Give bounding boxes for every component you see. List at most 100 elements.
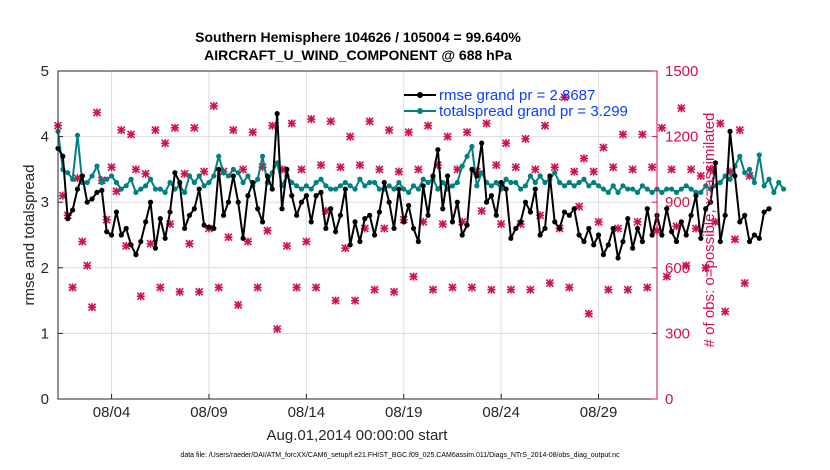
rmse-point bbox=[376, 209, 383, 215]
rmse-point bbox=[454, 199, 460, 205]
rmse-point bbox=[332, 229, 339, 235]
obs-point bbox=[579, 154, 589, 163]
obs-point bbox=[146, 239, 155, 248]
spread-point bbox=[367, 179, 373, 186]
obs-point bbox=[735, 125, 744, 135]
spread-point bbox=[469, 143, 475, 150]
y-right-tick-label: 0 bbox=[665, 391, 673, 408]
obs-point bbox=[623, 285, 632, 294]
x-tick-label: 08/14 bbox=[288, 404, 326, 421]
spread-point bbox=[323, 183, 329, 189]
obs-point bbox=[677, 104, 686, 113]
rmse-point bbox=[367, 212, 373, 218]
spread-point bbox=[94, 163, 100, 169]
rmse-point bbox=[693, 193, 699, 199]
obs-point bbox=[497, 220, 506, 229]
spread-point bbox=[298, 186, 305, 192]
rmse-point bbox=[65, 216, 71, 222]
spread-point bbox=[143, 183, 149, 189]
obs-point bbox=[565, 283, 574, 292]
spread-point bbox=[542, 179, 548, 186]
obs-point bbox=[604, 285, 613, 294]
rmse-point bbox=[235, 199, 241, 205]
spread-point bbox=[138, 186, 144, 192]
plot-area bbox=[53, 70, 787, 400]
obs-point bbox=[424, 121, 433, 130]
rmse-point bbox=[673, 238, 680, 245]
spread-point bbox=[347, 183, 353, 189]
rmse-point bbox=[756, 235, 762, 241]
rmse-point bbox=[483, 199, 490, 205]
spread-point bbox=[415, 186, 421, 192]
rmse-point bbox=[547, 173, 553, 179]
rmse-point bbox=[318, 189, 324, 195]
rmse-point bbox=[147, 199, 154, 205]
spread-point bbox=[410, 183, 417, 189]
obs-point bbox=[273, 324, 282, 334]
spread-point bbox=[595, 183, 602, 189]
rmse-point bbox=[182, 225, 188, 232]
obs-point bbox=[68, 283, 77, 292]
spread-point bbox=[746, 166, 753, 172]
rmse-point bbox=[211, 225, 217, 232]
rmse-point bbox=[493, 212, 499, 218]
spread-point bbox=[552, 170, 558, 176]
rmse-point bbox=[732, 173, 738, 179]
obs-point bbox=[117, 125, 126, 135]
obs-point bbox=[331, 296, 340, 305]
spread-point bbox=[386, 183, 392, 189]
obs-point bbox=[492, 160, 501, 170]
spread-point bbox=[683, 183, 689, 189]
rmse-point bbox=[503, 186, 509, 192]
spread-point bbox=[371, 179, 378, 186]
rmse-point bbox=[138, 238, 144, 245]
rmse-point bbox=[284, 166, 290, 172]
spread-point bbox=[527, 173, 533, 179]
legend-label-spread: totalspread grand pr = 3.299 bbox=[439, 103, 628, 120]
spread-point bbox=[191, 179, 197, 186]
obs-point bbox=[721, 307, 730, 316]
obs-point bbox=[443, 132, 452, 141]
obs-point bbox=[404, 128, 413, 137]
spread-point bbox=[464, 153, 470, 159]
spread-point bbox=[318, 176, 324, 182]
rmse-point bbox=[727, 128, 733, 134]
obs-point bbox=[214, 283, 223, 292]
obs-point bbox=[253, 283, 262, 292]
obs-point bbox=[151, 125, 160, 135]
spread-point bbox=[118, 186, 124, 192]
obs-point bbox=[385, 125, 394, 135]
rmse-point bbox=[381, 179, 387, 186]
obs-point bbox=[682, 261, 691, 270]
rmse-point bbox=[620, 238, 626, 245]
rmse-point bbox=[79, 173, 85, 179]
spread-point bbox=[727, 176, 733, 182]
obs-point bbox=[175, 287, 184, 296]
spread-point bbox=[698, 189, 704, 195]
rmse-point bbox=[532, 186, 538, 192]
rmse-point bbox=[128, 242, 134, 248]
obs-point bbox=[190, 123, 199, 132]
rmse-point bbox=[152, 245, 158, 251]
rmse-point bbox=[157, 216, 163, 222]
spread-point bbox=[776, 179, 782, 186]
rmse-point bbox=[522, 199, 529, 205]
spread-point bbox=[761, 183, 767, 189]
spread-point bbox=[182, 189, 188, 195]
rmse-point bbox=[94, 189, 100, 195]
obs-point bbox=[526, 285, 535, 294]
rmse-point bbox=[698, 235, 704, 241]
x-tick-label: 08/04 bbox=[93, 404, 131, 421]
spread-point bbox=[561, 183, 568, 189]
rmse-point bbox=[722, 212, 728, 218]
obs-point bbox=[613, 224, 623, 233]
rmse-point bbox=[313, 193, 319, 199]
obs-point bbox=[448, 283, 457, 292]
y-axis-label-right: # of obs: o=possible; ×=assimilated bbox=[701, 113, 718, 348]
x-axis: 08/04 08/09 08/14 08/19 08/24 08/29 bbox=[93, 394, 617, 421]
rmse-point bbox=[415, 238, 421, 245]
obs-point bbox=[200, 167, 209, 176]
spread-point bbox=[196, 173, 202, 179]
rmse-point bbox=[552, 219, 558, 225]
